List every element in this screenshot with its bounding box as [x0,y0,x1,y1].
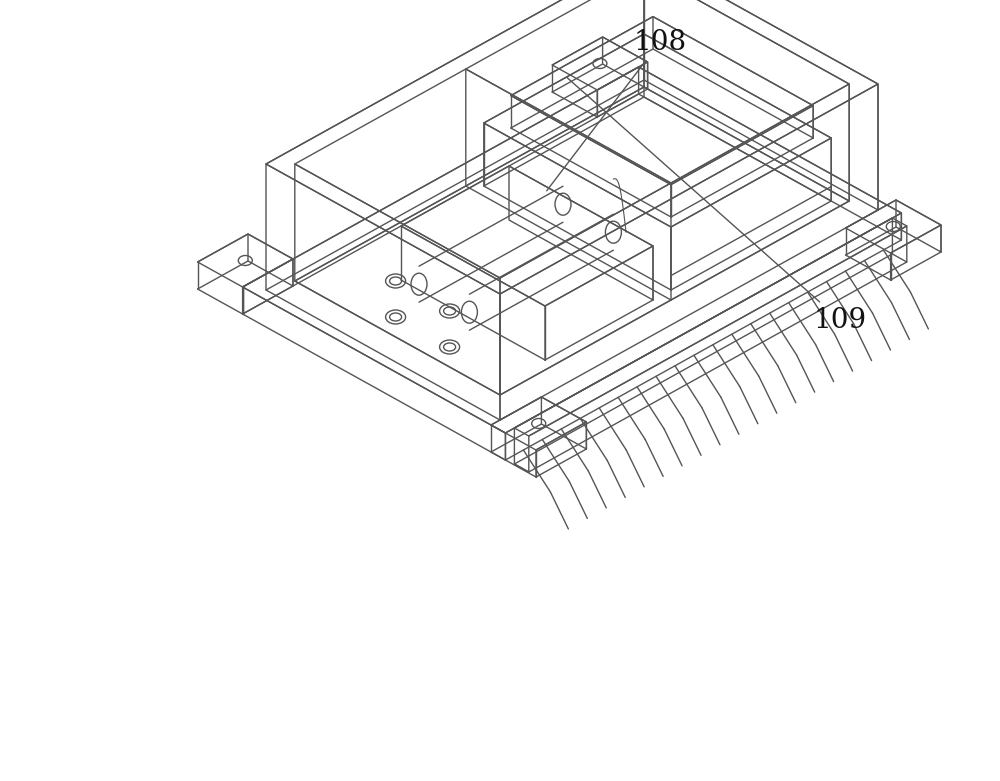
Text: 108: 108 [547,28,687,191]
Text: 109: 109 [567,77,867,333]
